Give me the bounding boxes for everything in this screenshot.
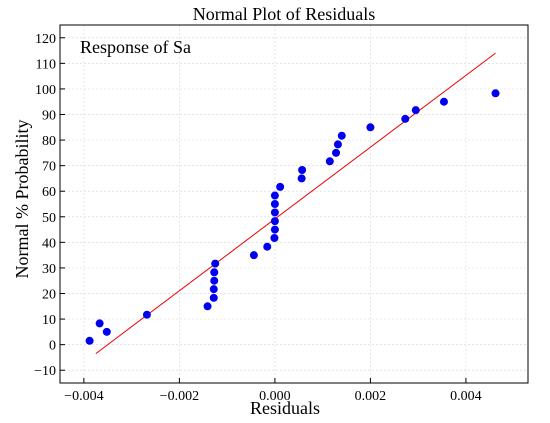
- y-tick-label: 20: [42, 288, 56, 303]
- residual-point: [249, 251, 258, 260]
- residual-point: [85, 336, 94, 345]
- residual-point: [333, 140, 342, 149]
- y-tick-label: 80: [42, 134, 56, 149]
- residual-point: [102, 327, 111, 336]
- points-layer: [85, 89, 500, 345]
- x-tick-label: −0.002: [160, 389, 199, 404]
- fit-layer: [95, 52, 496, 354]
- residual-point: [270, 200, 279, 208]
- residual-point: [211, 259, 220, 268]
- y-tick-label: 60: [42, 185, 56, 200]
- residual-point: [203, 302, 212, 311]
- y-tick-label: 30: [42, 262, 56, 277]
- y-tick-label: 110: [36, 57, 56, 72]
- residual-point: [210, 268, 219, 277]
- residual-point: [270, 234, 279, 243]
- y-tick-label: 50: [42, 211, 56, 226]
- residual-point: [401, 114, 410, 123]
- y-tick-label: 40: [42, 236, 56, 251]
- residual-point: [209, 293, 218, 302]
- y-tick-label: 100: [35, 83, 56, 98]
- residual-point: [439, 97, 448, 106]
- normal-fit-line: [95, 52, 496, 354]
- y-tick-label: 0: [49, 339, 56, 354]
- residual-point: [411, 106, 420, 115]
- residual-point: [209, 285, 218, 294]
- residual-point: [325, 157, 334, 166]
- y-tick-label: 90: [42, 109, 56, 124]
- y-tick-label: −10: [34, 364, 56, 379]
- residual-point: [210, 276, 219, 285]
- residual-point: [263, 242, 272, 251]
- x-tick-label: 0.002: [355, 389, 387, 404]
- residual-point: [142, 310, 151, 319]
- residual-point: [366, 123, 375, 132]
- residual-point: [298, 165, 307, 174]
- y-axis-title: Normal % Probability: [12, 120, 32, 279]
- chart-title: Normal Plot of Residuals: [193, 4, 376, 24]
- residual-point: [332, 148, 341, 157]
- residual-point: [95, 319, 104, 328]
- x-axis-title: Residuals: [250, 398, 320, 418]
- residual-point: [270, 225, 279, 234]
- plot-frame: [59, 24, 529, 384]
- residual-point: [270, 208, 279, 217]
- grid-layer: [60, 25, 528, 383]
- residual-point: [337, 131, 346, 140]
- residual-point: [270, 191, 279, 200]
- response-annotation: Response of Sa: [80, 37, 191, 57]
- y-tick-label: 70: [42, 160, 56, 175]
- ticks-layer: −10 0 10 20 30 40 50 60 70 80 90 100 110 120 −0.004 −0.…: [34, 32, 482, 404]
- y-tick-label: 10: [42, 313, 56, 328]
- x-tick-label: 0.000: [259, 389, 291, 404]
- residual-point: [297, 174, 306, 183]
- residual-point: [276, 182, 285, 191]
- residual-point: [270, 217, 279, 226]
- x-tick-label: −0.004: [64, 389, 103, 404]
- y-tick-label: 120: [35, 32, 56, 47]
- x-tick-label: 0.004: [450, 389, 482, 404]
- residual-point: [491, 89, 500, 98]
